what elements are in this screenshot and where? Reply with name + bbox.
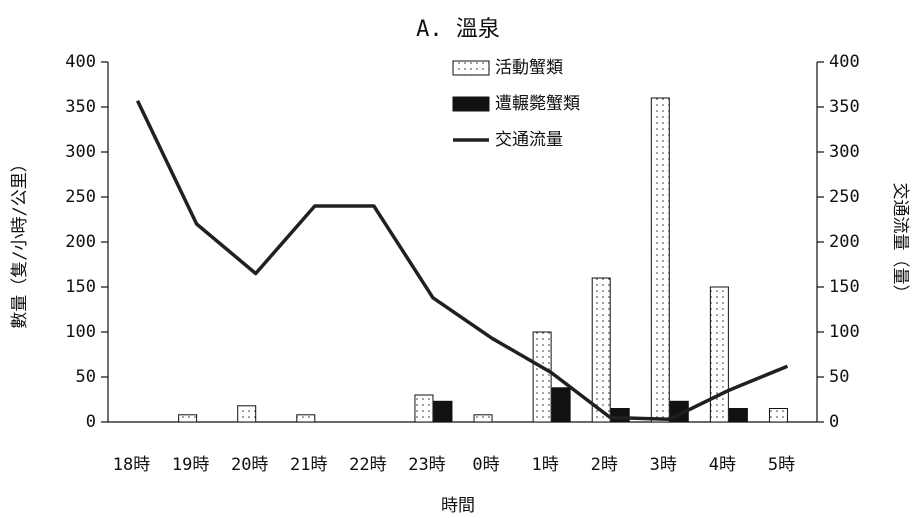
bar <box>551 387 571 423</box>
x-tick-label: 3時 <box>650 455 677 475</box>
bar <box>532 331 552 423</box>
y-tick-label: 50 <box>76 367 96 387</box>
y-tick-label: 250 <box>65 187 96 207</box>
y-tick-label: 200 <box>65 232 96 252</box>
y2-tick-label: 350 <box>829 97 860 117</box>
x-tick-label: 5時 <box>768 455 795 475</box>
y2-tick-label: 200 <box>829 232 860 252</box>
x-tick-label: 4時 <box>709 455 736 475</box>
legend-label: 活動蟹類 <box>495 58 563 78</box>
x-tick-label: 1時 <box>532 455 559 475</box>
x-tick-label: 0時 <box>472 455 499 475</box>
x-tick-label: 18時 <box>113 455 150 475</box>
bar <box>610 408 630 423</box>
y-tick-label: 150 <box>65 277 96 297</box>
bar <box>650 97 670 423</box>
chart-title: A. 溫泉 <box>416 17 500 42</box>
x-axis-title: 時間 <box>441 496 475 516</box>
y2-tick-label: 250 <box>829 187 860 207</box>
y-axis-title: 數量（隻/小時/公里） <box>10 155 30 328</box>
line <box>135 99 789 422</box>
bar <box>433 400 453 423</box>
bar <box>728 408 748 423</box>
legend-swatch <box>452 96 490 112</box>
bar <box>591 277 611 423</box>
x-tick-label: 22時 <box>349 455 386 475</box>
y-tick-label: 300 <box>65 142 96 162</box>
legend-label: 遭輾斃蟹類 <box>495 94 580 114</box>
x-tick-label: 21時 <box>290 455 327 475</box>
bar <box>414 394 434 423</box>
bar <box>768 408 788 423</box>
y2-tick-label: 0 <box>829 412 839 432</box>
y-tick-label: 400 <box>65 52 96 72</box>
y-tick-label: 350 <box>65 97 96 117</box>
bar <box>709 286 729 423</box>
y2-tick-label: 100 <box>829 322 860 342</box>
y2-tick-label: 300 <box>829 142 860 162</box>
y2-tick-label: 150 <box>829 277 860 297</box>
bar <box>473 414 493 423</box>
bar <box>237 405 257 423</box>
y2-tick-label: 50 <box>829 367 849 387</box>
x-tick-label: 2時 <box>591 455 618 475</box>
legend-swatch <box>452 60 490 76</box>
x-tick-label: 20時 <box>231 455 268 475</box>
legend-label: 交通流量 <box>495 130 563 150</box>
y-tick-label: 100 <box>65 322 96 342</box>
x-tick-label: 23時 <box>408 455 445 475</box>
y2-axis-title: 交通流量（量） <box>890 183 910 302</box>
y2-tick-label: 400 <box>829 52 860 72</box>
x-tick-label: 19時 <box>172 455 209 475</box>
y-tick-label: 0 <box>86 412 96 432</box>
bar <box>178 414 198 423</box>
bar <box>296 414 316 423</box>
